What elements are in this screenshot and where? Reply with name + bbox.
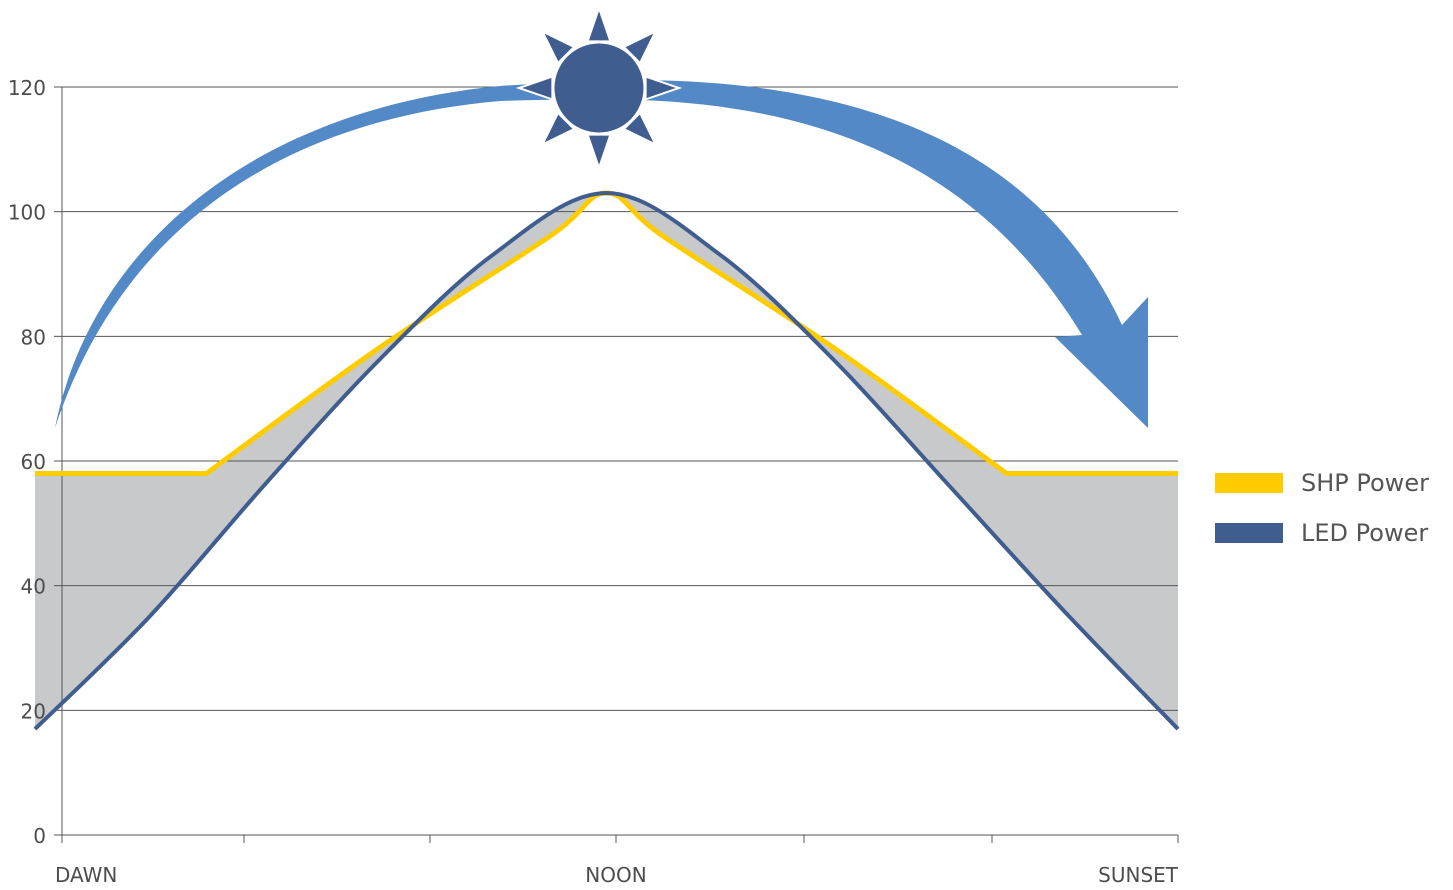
legend-swatch-shp xyxy=(1215,473,1283,493)
y-tick-label: 80 xyxy=(21,325,46,349)
x-tick-label: DAWN xyxy=(55,863,117,887)
legend-item-led: LED Power xyxy=(1215,508,1429,558)
sun-icon xyxy=(515,4,683,172)
axes xyxy=(54,86,1179,843)
legend-label-shp: SHP Power xyxy=(1301,469,1429,497)
series-line-led-power xyxy=(33,190,1180,731)
legend-swatch-led xyxy=(1215,523,1283,543)
y-tick-label: 20 xyxy=(21,699,46,723)
x-tick-label: SUNSET xyxy=(1098,863,1179,887)
sun-ray xyxy=(586,4,612,43)
series-lines xyxy=(33,190,1180,731)
y-tick-label: 0 xyxy=(33,824,46,848)
legend-label-led: LED Power xyxy=(1301,519,1429,547)
y-tick-label: 60 xyxy=(21,450,46,474)
legend-item-shp: SHP Power xyxy=(1215,458,1429,508)
tick-labels: 0 20 40 60 80 100 120 DAWN NOON SUNSET xyxy=(8,76,1179,887)
y-tick-label: 120 xyxy=(8,76,46,100)
legend: SHP Power LED Power xyxy=(1215,458,1429,558)
y-tick-label: 40 xyxy=(21,575,46,599)
sun-disc xyxy=(551,40,647,136)
x-tick-label: NOON xyxy=(585,863,646,887)
sun-ray xyxy=(586,133,612,172)
y-tick-label: 100 xyxy=(8,201,46,225)
